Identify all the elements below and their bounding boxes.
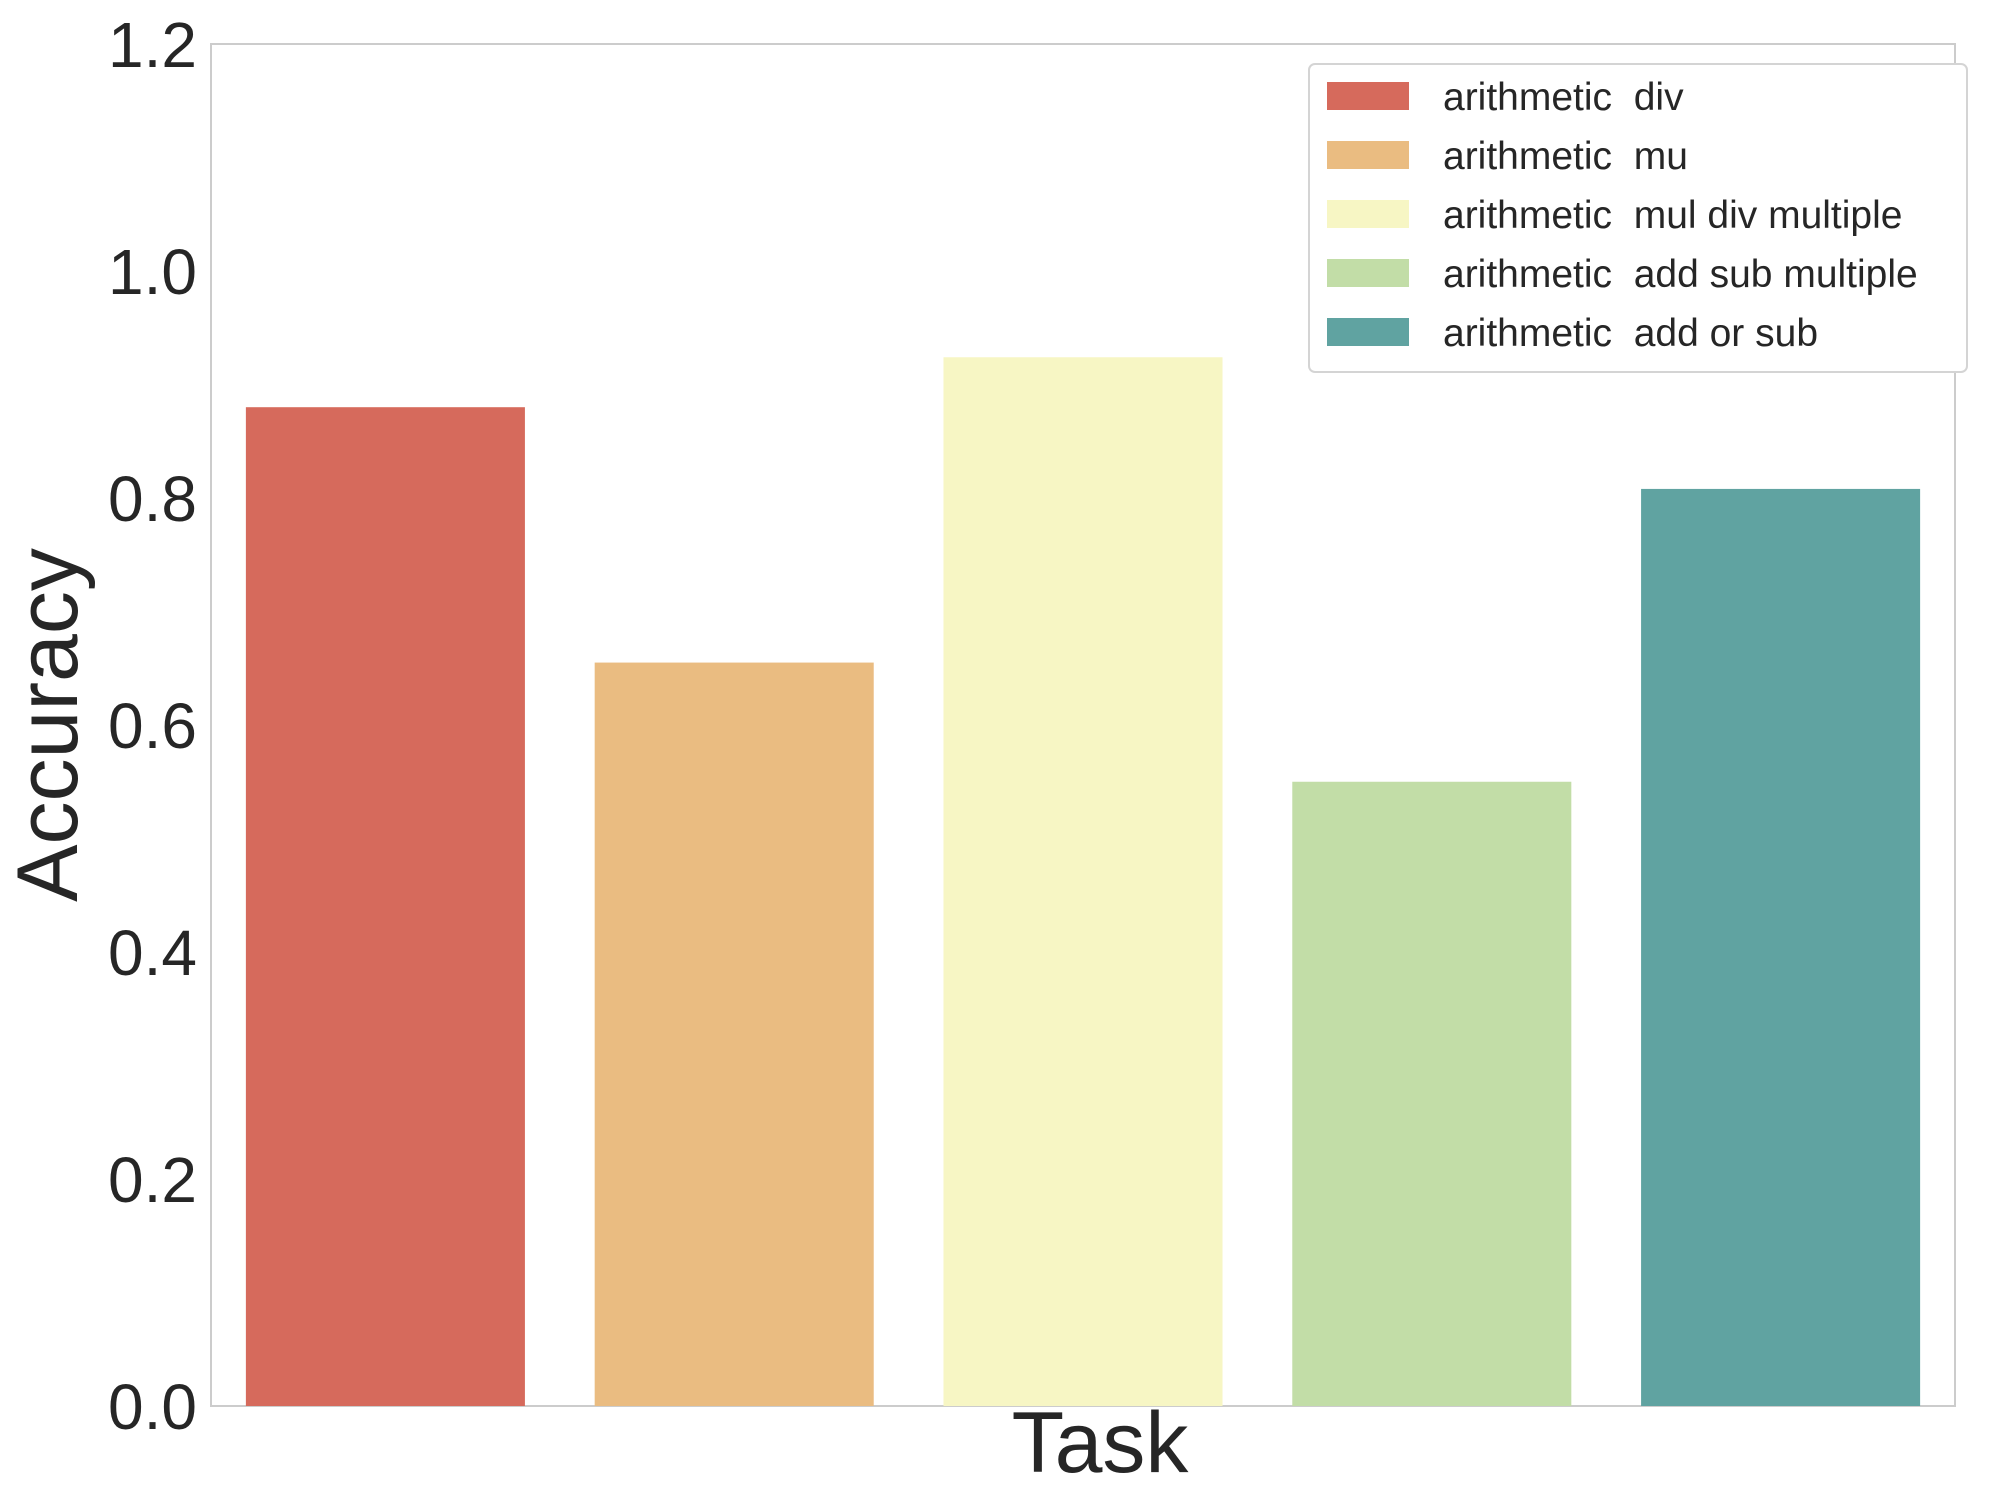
bar <box>1641 488 1921 1406</box>
bar <box>1292 781 1572 1406</box>
legend-label: arithmetic add or sub <box>1443 312 1818 355</box>
legend-swatch <box>1327 200 1409 228</box>
bar <box>594 662 874 1406</box>
bar <box>245 407 525 1406</box>
y-tick-labels: 0.0 0.2 0.4 0.6 0.8 1.0 1.2 <box>108 9 197 1443</box>
x-axis-title: Task <box>1012 1395 1190 1491</box>
legend-label: arithmetic mul div multiple <box>1443 194 1902 237</box>
y-tick-label: 0.4 <box>108 917 197 989</box>
legend-swatch <box>1327 141 1409 169</box>
y-tick-label: 1.0 <box>108 236 197 308</box>
legend-swatch <box>1327 82 1409 110</box>
legend-swatch <box>1327 259 1409 287</box>
y-axis-title: Accuracy <box>0 548 96 902</box>
bars-group <box>245 357 1921 1406</box>
y-tick-label: 0.2 <box>108 1144 197 1216</box>
legend: arithmetic div arithmetic mu arithmetic mu… <box>1308 63 1968 373</box>
legend-label: arithmetic div <box>1443 76 1684 119</box>
bar <box>943 357 1223 1406</box>
y-tick-label: 0.8 <box>108 463 197 535</box>
legend-label: arithmetic mu <box>1443 135 1688 178</box>
y-tick-label: 0.6 <box>108 690 197 762</box>
legend-swatch <box>1327 318 1409 346</box>
y-tick-label: 1.2 <box>108 9 197 81</box>
legend-label: arithmetic add sub multiple <box>1443 253 1918 296</box>
y-tick-label: 0.0 <box>108 1371 197 1443</box>
legend-frame <box>1308 63 1968 373</box>
